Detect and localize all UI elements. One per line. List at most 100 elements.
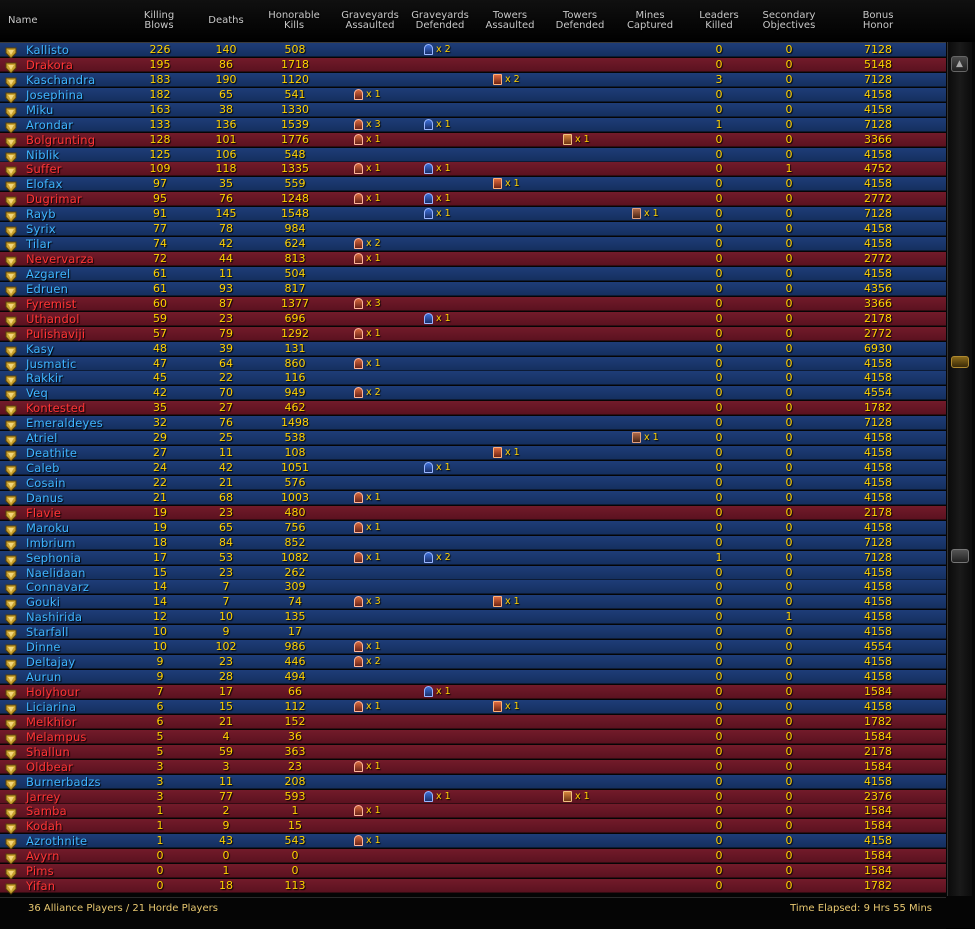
player-name[interactable]: Syrix [26,222,56,237]
table-row[interactable]: Deathite 27 11 108 0 0 4158 x 1 [0,446,946,462]
table-row[interactable]: Nashirida 12 10 135 0 1 4158 [0,610,946,627]
player-name[interactable]: Danus [26,490,64,505]
player-name[interactable]: Connavarz [26,580,90,595]
table-row[interactable]: Connavarz 14 7 309 0 0 4158 [0,580,946,597]
player-name[interactable]: Kaschandra [26,72,96,87]
player-name[interactable]: Caleb [26,461,60,476]
table-row[interactable]: Dugrimar 95 76 1248 0 0 2772 x 1 x 1 [0,192,946,209]
table-row[interactable]: Flavie 19 23 480 0 0 2178 [0,505,946,522]
scroll-thumb-lower[interactable] [951,549,969,563]
player-name[interactable]: Shallun [26,744,71,759]
player-name[interactable]: Uthandol [26,311,80,326]
column-header-deaths[interactable]: Deaths [208,15,244,26]
player-name[interactable]: Azgarel [26,266,71,281]
table-row[interactable]: Kaschandra 183 190 1120 3 0 7128 x 2 [0,72,946,89]
player-name[interactable]: Josephina [26,87,84,102]
player-name[interactable]: Imbrium [26,535,76,550]
column-header-bonus-honor[interactable]: Bonus Honor [862,10,894,31]
player-name[interactable]: Suffer [26,162,62,177]
table-row[interactable]: Uthandol 59 23 696 0 0 2178 x 1 [0,311,946,328]
player-name[interactable]: Tilar [26,237,52,252]
table-row[interactable]: Kallisto 226 140 508 0 0 7128 x 2 [0,43,946,59]
player-name[interactable]: Nashirida [26,610,83,625]
player-name[interactable]: Liciarina [26,699,77,714]
table-row[interactable]: Drakora 195 86 1718 0 0 5148 [0,57,946,74]
column-header-graveyards-defended[interactable]: Graveyards Defended [411,10,469,31]
table-row[interactable]: Holyhour 7 17 66 0 0 1584 x 1 [0,684,946,701]
player-name[interactable]: Kontested [26,401,86,416]
player-name[interactable]: Aurun [26,670,62,685]
table-row[interactable]: Sephonia 17 53 1082 1 0 7128 x 1 x 2 [0,550,946,567]
column-header-leaders-killed[interactable]: Leaders Killed [699,10,739,31]
table-row[interactable]: Maroku 19 65 756 0 0 4158 x 1 [0,520,946,537]
table-row[interactable]: Atriel 29 25 538 0 0 4158 x 1 [0,431,946,447]
player-name[interactable]: Samba [26,804,67,819]
table-row[interactable]: Emeraldeyes 32 76 1498 0 0 7128 [0,416,946,432]
table-row[interactable]: Kasy 48 39 131 0 0 6930 [0,341,946,358]
table-row[interactable]: Jusmatic 47 64 860 0 0 4158 x 1 [0,356,946,373]
player-name[interactable]: Maroku [26,520,70,535]
player-name[interactable]: Flavie [26,505,62,520]
table-row[interactable]: Samba 1 2 1 0 0 1584 x 1 [0,804,946,821]
table-row[interactable]: Kodah 1 9 15 0 0 1584 [0,819,946,836]
player-name[interactable]: Gouki [26,595,61,610]
player-name[interactable]: Arondar [26,117,74,132]
table-row[interactable]: Caleb 24 42 1051 0 0 4158 x 1 [0,461,946,477]
table-row[interactable]: Azrothnite 1 43 543 0 0 4158 x 1 [0,834,946,850]
table-row[interactable]: Tilar 74 42 624 0 0 4158 x 2 [0,237,946,253]
column-header-towers-assaulted[interactable]: Towers Assaulted [485,10,535,31]
table-row[interactable]: Shallun 5 59 363 0 0 2178 [0,744,946,761]
table-row[interactable]: Bolgrunting 128 101 1776 0 0 3366 x 1 x 1 [0,132,946,149]
player-name[interactable]: Dugrimar [26,192,82,207]
table-row[interactable]: Josephina 182 65 541 0 0 4158 x 1 [0,87,946,104]
player-name[interactable]: Yifan [26,879,56,894]
player-name[interactable]: Azrothnite [26,834,88,849]
table-row[interactable]: Azgarel 61 11 504 0 0 4158 [0,266,946,283]
table-row[interactable]: Yifan 0 18 113 0 0 1782 [0,879,946,895]
player-name[interactable]: Deathite [26,446,78,461]
table-row[interactable]: Elofax 97 35 559 0 0 4158 x 1 [0,177,946,194]
table-row[interactable]: Burnerbadzs 3 11 208 0 0 4158 [0,774,946,791]
table-row[interactable]: Naelidaan 15 23 262 0 0 4158 [0,565,946,582]
table-row[interactable]: Avyrn 0 0 0 0 0 1584 [0,849,946,865]
table-row[interactable]: Aurun 9 28 494 0 0 4158 [0,670,946,686]
table-row[interactable]: Deltajay 9 23 446 0 0 4158 x 2 [0,655,946,671]
table-row[interactable]: Rayb 91 145 1548 0 0 7128 x 1 x 1 [0,207,946,223]
column-header-mines-captured[interactable]: Mines Captured [626,10,674,31]
player-name[interactable]: Nevervarza [26,252,94,267]
player-name[interactable]: Jarrey [26,789,61,804]
player-name[interactable]: Deltajay [26,655,76,670]
table-row[interactable]: Edruen 61 93 817 0 0 4356 [0,281,946,298]
table-row[interactable]: Pims 0 1 0 0 0 1584 [0,864,946,880]
player-name[interactable]: Niblik [26,147,60,162]
table-row[interactable]: Melkhior 6 21 152 0 0 1782 [0,714,946,731]
table-row[interactable]: Kontested 35 27 462 0 0 1782 [0,401,946,418]
player-name[interactable]: Melkhior [26,714,77,729]
player-name[interactable]: Holyhour [26,684,80,699]
table-row[interactable]: Liciarina 6 15 112 0 0 4158 x 1 x 1 [0,699,946,716]
player-name[interactable]: Oldbear [26,759,74,774]
column-header-towers-defended[interactable]: Towers Defended [555,10,605,31]
column-header-name[interactable]: Name [8,15,38,26]
table-row[interactable]: Gouki 14 7 74 0 0 4158 x 3 x 1 [0,595,946,612]
table-row[interactable]: Suffer 109 118 1335 0 1 4752 x 1 x 1 [0,162,946,179]
column-header-secondary-objectives[interactable]: Secondary Objectives [762,10,816,31]
player-name[interactable]: Emeraldeyes [26,416,103,431]
table-row[interactable]: Fyremist 60 87 1377 0 0 3366 x 3 [0,296,946,313]
player-name[interactable]: Jusmatic [26,356,77,371]
player-name[interactable]: Drakora [26,57,74,72]
player-name[interactable]: Kasy [26,341,54,356]
column-header-graveyards-assaulted[interactable]: Graveyards Assaulted [341,10,399,31]
player-name[interactable]: Kallisto [26,43,70,57]
player-name[interactable]: Elofax [26,177,63,192]
player-name[interactable]: Sephonia [26,550,82,565]
player-name[interactable]: Fyremist [26,296,77,311]
player-name[interactable]: Cosain [26,475,66,490]
player-name[interactable]: Starfall [26,625,69,640]
table-row[interactable]: Melampus 5 4 36 0 0 1584 [0,729,946,746]
table-row[interactable]: Danus 21 68 1003 0 0 4158 x 1 [0,490,946,507]
player-name[interactable]: Pims [26,864,54,879]
player-name[interactable]: Avyrn [26,849,60,864]
player-name[interactable]: Pulishaviji [26,326,86,341]
table-row[interactable]: Niblik 125 106 548 0 0 4158 [0,147,946,164]
